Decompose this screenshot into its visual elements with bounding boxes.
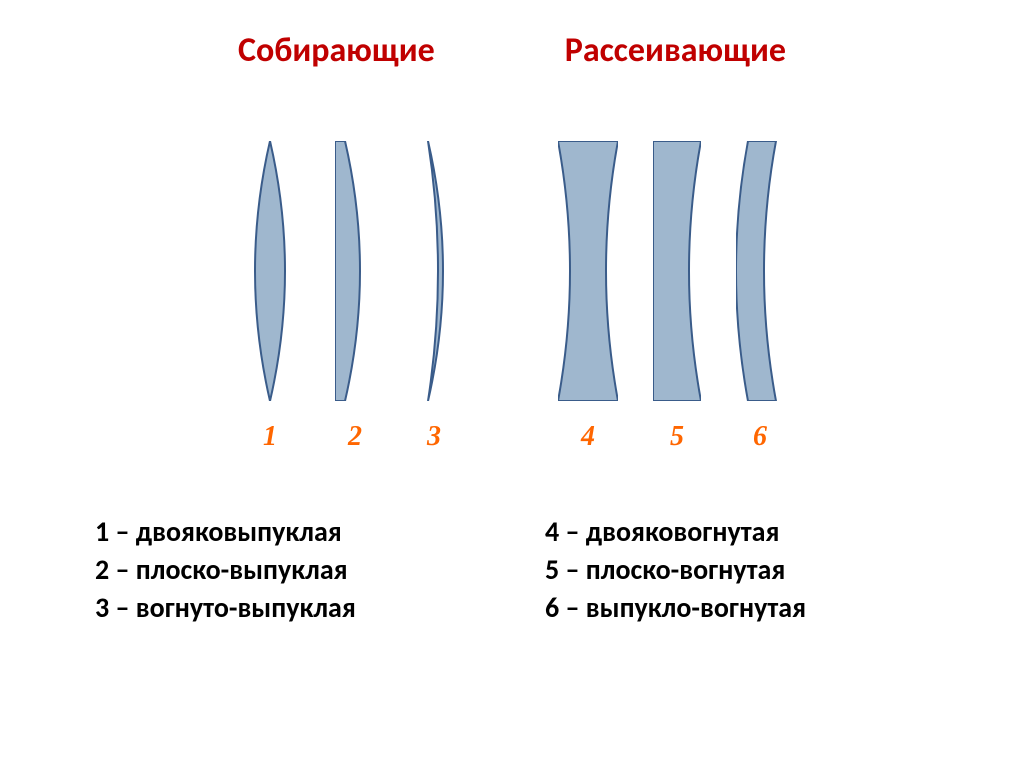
diagrams-row: 1 2 3 bbox=[0, 131, 1024, 453]
legend-left-3: 3 – вогнуто-выпуклая bbox=[95, 589, 445, 627]
legend-left-1: 1 – двояковыпуклая bbox=[95, 513, 445, 551]
page: { "headers": { "left": "Собирающие", "ri… bbox=[0, 0, 1024, 767]
lens-1-number: 1 bbox=[263, 421, 277, 453]
lens-plano-concave-icon bbox=[653, 141, 701, 401]
lens-6-shape bbox=[736, 131, 784, 411]
lens-2-shape bbox=[335, 131, 375, 411]
legend-right-1: 4 – двояковогнутая bbox=[545, 513, 806, 551]
header-left: Собирающие bbox=[238, 30, 435, 71]
lens-6-number: 6 bbox=[753, 421, 767, 453]
lens-5: 5 bbox=[653, 131, 701, 453]
lens-5-shape bbox=[653, 131, 701, 411]
lens-4: 4 bbox=[558, 131, 618, 453]
lens-plano-convex-icon bbox=[335, 141, 375, 401]
lens-2: 2 bbox=[335, 131, 375, 453]
header-group: Собирающие Рассеивающие bbox=[238, 30, 786, 71]
legend-left-2: 2 – плоско-выпуклая bbox=[95, 551, 445, 589]
lens-6: 6 bbox=[736, 131, 784, 453]
legend-right: 4 – двояковогнутая 5 – плоско-вогнутая 6… bbox=[545, 513, 806, 626]
lens-set-converging: 1 2 3 bbox=[240, 131, 458, 453]
lens-concave-convex-icon bbox=[410, 141, 458, 401]
lens-biconvex-icon bbox=[240, 141, 300, 401]
diagram-group: 1 2 3 bbox=[240, 131, 784, 453]
lens-1-shape bbox=[240, 131, 300, 411]
lens-3-number: 3 bbox=[427, 421, 441, 453]
lens-set-diverging: 4 5 6 bbox=[558, 131, 784, 453]
lens-3: 3 bbox=[410, 131, 458, 453]
legend-right-3: 6 – выпукло-вогнутая bbox=[545, 589, 806, 627]
lens-2-number: 2 bbox=[348, 421, 362, 453]
lens-4-shape bbox=[558, 131, 618, 411]
headers-row: Собирающие Рассеивающие bbox=[0, 0, 1024, 71]
lens-4-number: 4 bbox=[581, 421, 595, 453]
legend-row: 1 – двояковыпуклая 2 – плоско-выпуклая 3… bbox=[0, 513, 1024, 626]
lens-convex-concave-icon bbox=[736, 141, 784, 401]
legend-right-2: 5 – плоско-вогнутая bbox=[545, 551, 806, 589]
header-right: Рассеивающие bbox=[565, 30, 786, 71]
lens-biconcave-icon bbox=[558, 141, 618, 401]
lens-1: 1 bbox=[240, 131, 300, 453]
lens-5-number: 5 bbox=[670, 421, 684, 453]
legend-left: 1 – двояковыпуклая 2 – плоско-выпуклая 3… bbox=[95, 513, 445, 626]
lens-3-shape bbox=[410, 131, 458, 411]
